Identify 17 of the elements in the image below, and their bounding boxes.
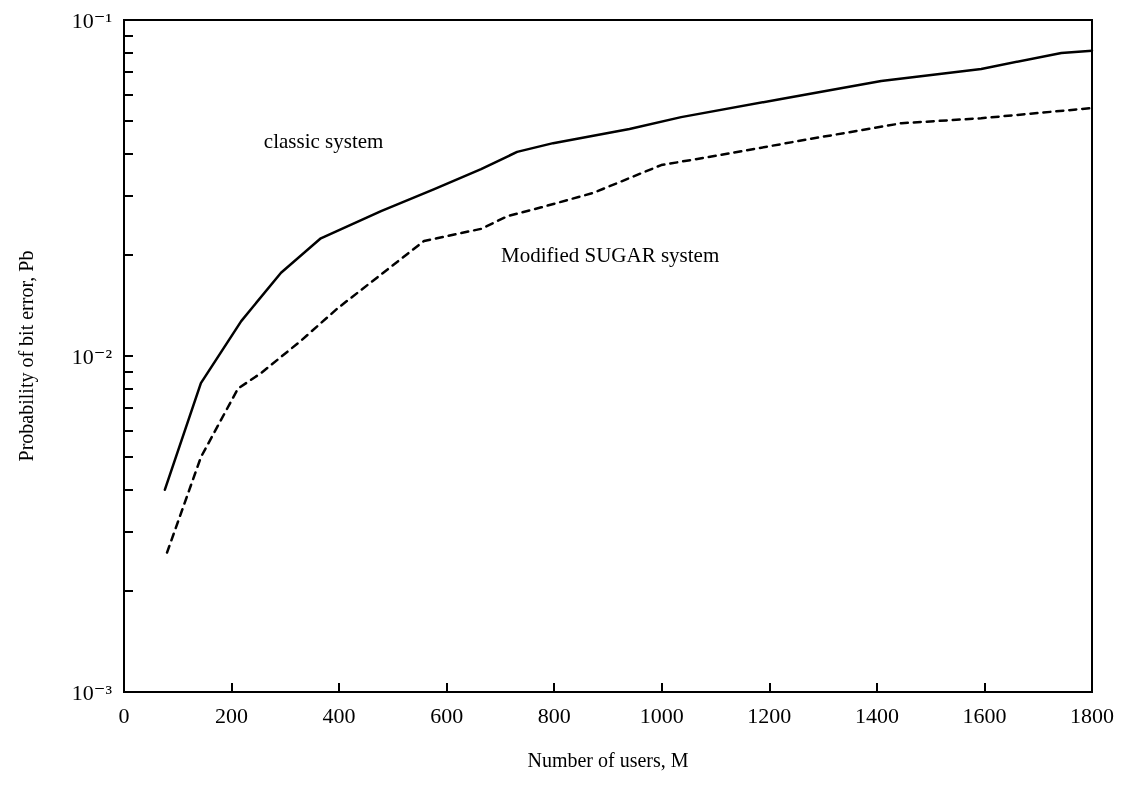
text: classic system [263, 128, 384, 153]
series-label: Modified SUGAR system [501, 243, 720, 268]
x-axis-title: Number of users, M [527, 749, 689, 771]
x-tick-label: 0 [118, 702, 130, 728]
y-tick-label: 10⁻² [71, 343, 113, 369]
x-tick-label: 400 [322, 702, 356, 728]
x-tick-label: 600 [430, 702, 464, 728]
y-tick-label: 10⁻³ [71, 679, 113, 705]
x-tick-label: 800 [537, 702, 571, 728]
y-axis-title: Probability of bit error, Pb [15, 250, 38, 462]
x-tick-label: 1000 [639, 702, 684, 728]
x-tick-label: 200 [215, 702, 249, 728]
x-tick-label: 1800 [1070, 702, 1114, 728]
x-tick-label: 1600 [962, 702, 1007, 728]
x-tick-label: 1200 [747, 702, 792, 728]
y-tick-label: 10⁻¹ [71, 7, 112, 33]
x-tick-label: 1400 [854, 702, 899, 728]
